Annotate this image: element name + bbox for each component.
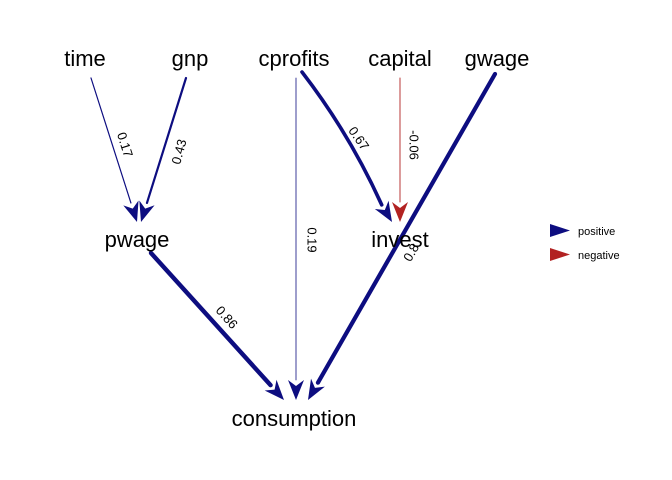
node-gnp: gnp (172, 46, 209, 71)
edge-arrowhead (123, 200, 139, 222)
edges-layer: 0.17 0.43 0.67 -0.06 0.19 0.860.8 (90, 70, 498, 400)
edge-gnp-pwage: 0.43 (139, 76, 189, 222)
edge-line (315, 71, 498, 385)
node-cprofits: cprofits (259, 46, 330, 71)
legend-item-negative: negative (550, 248, 620, 262)
edge-capital-invest: -0.06 (392, 77, 422, 222)
edge-arrowhead (288, 380, 304, 400)
edge-cprofits-invest: 0.67 (300, 70, 392, 222)
node-consumption: consumption (232, 406, 357, 431)
node-capital: capital (368, 46, 432, 71)
edge-arrowhead (264, 379, 284, 400)
edge-arrowhead (139, 200, 155, 222)
nodes-layer: time gnp cprofits capital gwage pwage invest co… (64, 46, 529, 431)
edge-label: -0.06 (407, 130, 422, 160)
legend-label-positive: positive (578, 226, 615, 238)
edge-cprofits-consumption: 0.19 (288, 77, 320, 400)
edge-arrowhead (374, 200, 392, 222)
edge-line (145, 76, 188, 205)
edge-line (90, 77, 132, 204)
edge-arrowhead (392, 202, 408, 222)
legend-item-positive: positive (550, 224, 615, 238)
node-gwage: gwage (465, 46, 530, 71)
legend: positive negative (550, 224, 620, 262)
edge-pwage-consumption: 0.86 (148, 250, 284, 400)
edge-line (148, 250, 273, 388)
edge-label: 0.17 (114, 130, 136, 159)
edge-arrowhead (308, 378, 325, 400)
edge-label: 0.19 (305, 227, 320, 252)
edge-gwage-consumption: 0.8 (308, 71, 498, 400)
legend-arrow-positive (550, 224, 570, 237)
node-pwage: pwage (105, 227, 170, 252)
edge-time-pwage: 0.17 (90, 77, 139, 222)
legend-arrow-negative (550, 248, 570, 261)
node-invest: invest (371, 227, 428, 252)
edge-line (300, 70, 384, 207)
legend-label-negative: negative (578, 250, 620, 262)
edge-label: 0.43 (168, 138, 189, 166)
node-time: time (64, 46, 106, 71)
edge-label: 0.67 (345, 124, 372, 153)
